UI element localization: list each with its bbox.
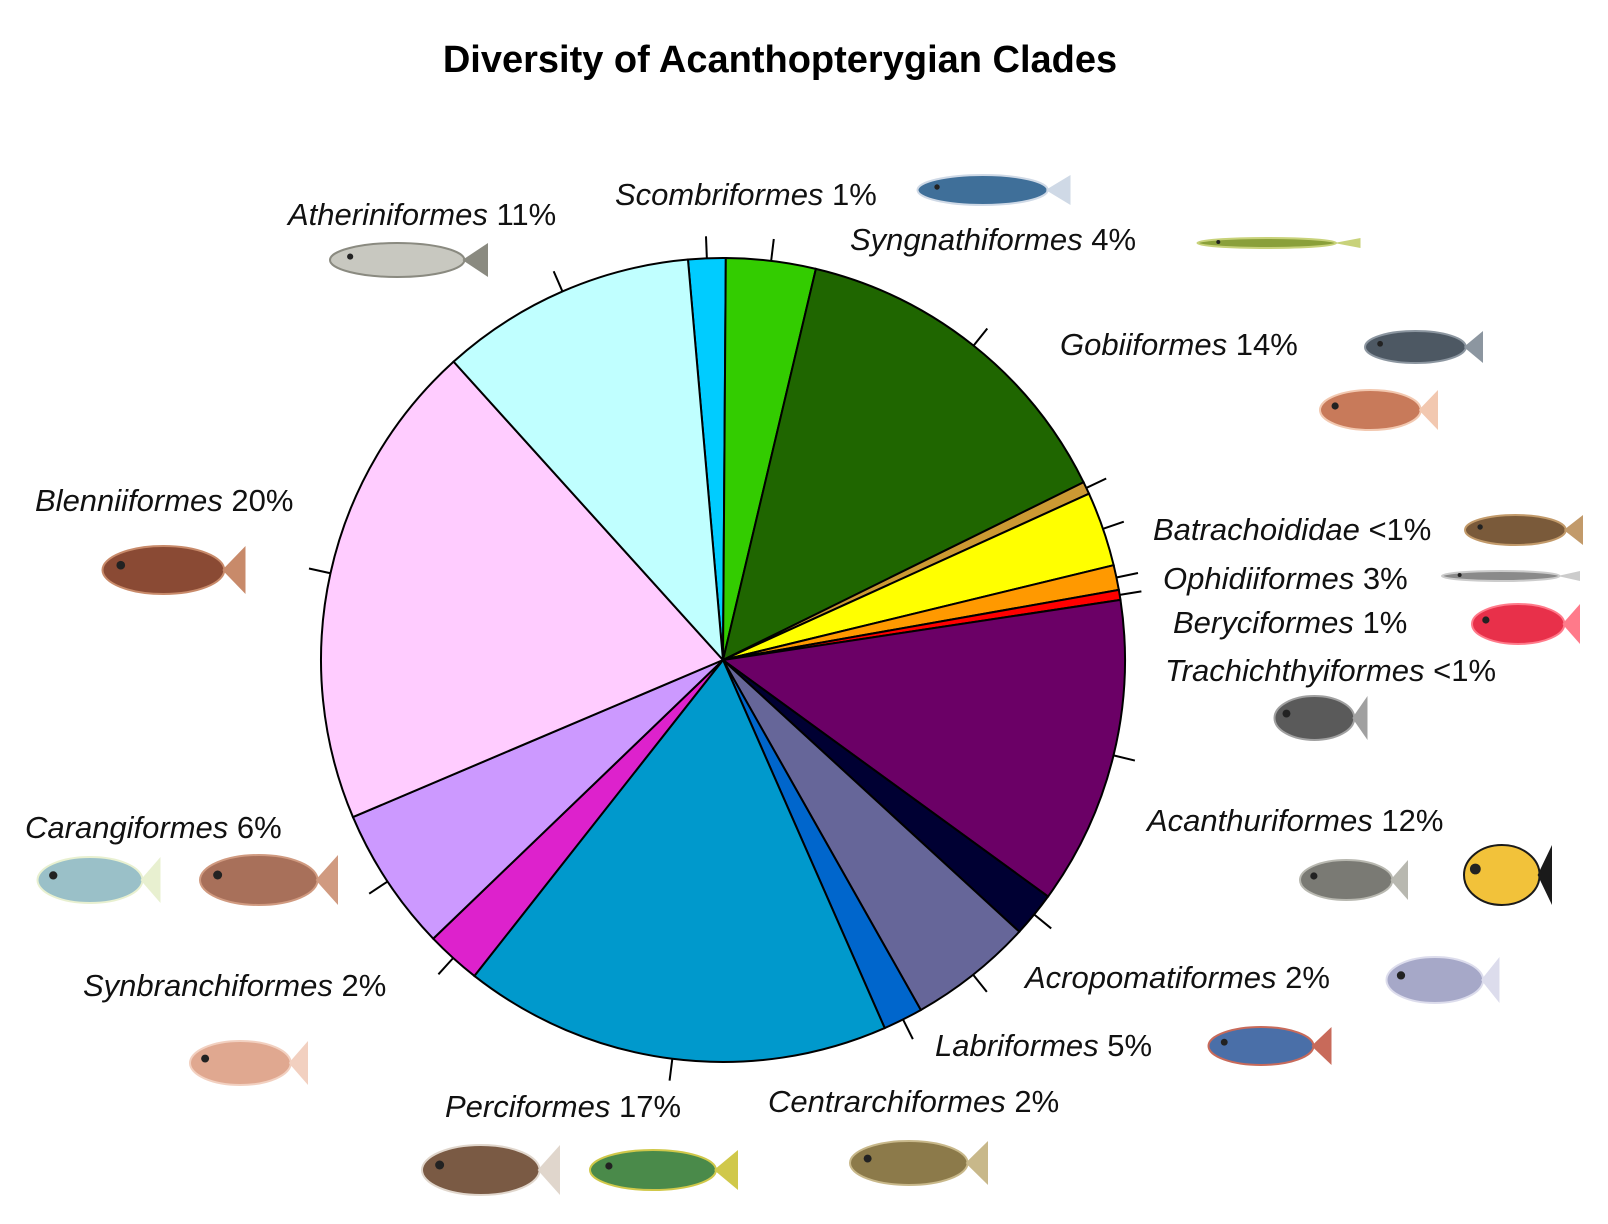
pie-tick-atheriniformes <box>552 270 564 292</box>
cusk-eel-icon <box>1441 570 1580 582</box>
slice-percent: 14% <box>1227 327 1298 362</box>
slice-percent: 2% <box>333 968 386 1003</box>
slice-name: Perciformes <box>445 1089 610 1124</box>
darter-fish-icon <box>589 1149 738 1191</box>
slice-name: Blenniiformes <box>35 483 223 518</box>
blenny-fish-icon <box>101 545 246 595</box>
slice-label-batrachoididae: Batrachoididae <1% <box>1153 512 1431 547</box>
pie-tick-blenniiformes <box>308 567 331 575</box>
slice-percent: 12% <box>1373 803 1444 838</box>
silverside-fish-icon <box>329 242 488 278</box>
slice-label-acanthuriformes: Acanthuriformes 12% <box>1145 803 1443 838</box>
pie-tick-scombriformes <box>704 236 708 259</box>
bass-fish-icon <box>849 1140 988 1186</box>
pie-tick-perciformes <box>668 1058 674 1081</box>
pie-tick-acanthuriformes <box>1113 754 1136 762</box>
fish-illustrations <box>36 174 1583 1196</box>
slice-percent: 2% <box>1277 960 1330 995</box>
slice-percent: 5% <box>1099 1028 1152 1063</box>
pie-slice-acanthuriformes <box>720 598 1126 898</box>
jack-fish-icon <box>36 856 161 904</box>
pie-tick-syngnathiformes <box>770 238 775 262</box>
slice-name: Syngnathiformes <box>850 222 1083 257</box>
slice-percent: 2% <box>1006 1084 1059 1119</box>
chart-title: Diversity of Acanthopterygian Clades <box>443 39 1117 81</box>
pie-tick-acropomatiformes <box>1033 913 1052 930</box>
slice-percent: 3% <box>1354 561 1407 596</box>
pie-tick-gobiiformes <box>972 327 989 347</box>
slice-percent: <1% <box>1360 512 1432 547</box>
toadfish-icon <box>1464 514 1583 546</box>
slice-label-atheriniformes: Atheriniformes 11% <box>286 197 556 232</box>
flatfish-icon <box>198 854 338 906</box>
wrasse-fish-icon <box>1207 1026 1332 1066</box>
slice-label-syngnathiformes: Syngnathiformes 4% <box>850 222 1136 257</box>
slice-label-ophidiiformes: Ophidiiformes 3% <box>1163 561 1408 596</box>
pie-tick-carangiformes <box>368 880 389 895</box>
squirrelfish-icon <box>1471 603 1580 645</box>
slice-name: Atheriniformes <box>286 197 488 232</box>
slice-percent: 1% <box>1354 605 1407 640</box>
slice-percent: <1% <box>1425 653 1497 688</box>
slice-name: Synbranchiformes <box>83 968 333 1003</box>
mackerel-fish-icon <box>916 174 1071 206</box>
slice-label-gobiiformes: Gobiiformes 14% <box>1060 327 1298 362</box>
pie-tick-synbranchiformes <box>437 957 454 975</box>
slice-label-perciformes: Perciformes 17% <box>445 1089 681 1124</box>
slice-label-trachichthyiformes: Trachichthyiformes <1% <box>1165 653 1496 688</box>
pie-slice-carangiformes <box>351 659 724 941</box>
pipefish-icon <box>1196 237 1361 249</box>
slice-percent: 1% <box>823 177 876 212</box>
pie-tick-ophidiiformes <box>1102 520 1125 530</box>
slice-name: Acropomatiformes <box>1023 960 1277 995</box>
slice-label-acropomatiformes: Acropomatiformes 2% <box>1023 960 1330 995</box>
pie-slice-perciformes <box>472 658 887 1063</box>
slice-percent: 6% <box>228 810 281 845</box>
butterflyfish-icon <box>1463 844 1552 906</box>
slice-label-centrarchiformes: Centrarchiformes 2% <box>768 1084 1059 1119</box>
slice-percent: 11% <box>488 197 556 232</box>
slice-label-synbranchiformes: Synbranchiformes 2% <box>83 968 386 1003</box>
slice-name: Trachichthyiformes <box>1165 653 1425 688</box>
pufferfish-icon <box>1299 859 1408 901</box>
pie-tick-trachichthyiformes <box>1119 590 1142 596</box>
slice-labels: Scombriformes 1% Syngnathiformes 4% Gobiif… <box>25 177 1496 1124</box>
slice-label-blenniiformes: Blenniiformes 20% <box>35 483 293 518</box>
pie-slice-gobiiformes <box>721 267 1085 662</box>
pie-ticks <box>308 236 1142 1081</box>
slice-label-carangiformes: Carangiformes 6% <box>25 810 282 845</box>
slimehead-fish-icon <box>1273 695 1368 741</box>
pie-tick-batrachoididae <box>1085 477 1107 489</box>
perch-fish-icon <box>421 1144 560 1196</box>
slice-name: Acanthuriformes <box>1145 803 1373 838</box>
slice-name: Ophidiiformes <box>1163 561 1354 596</box>
slice-label-scombriformes: Scombriformes 1% <box>615 177 877 212</box>
goby-fish-icon <box>1364 330 1483 364</box>
slice-name: Centrarchiformes <box>768 1084 1006 1119</box>
pie-tick-centrarchiformes <box>902 1019 914 1040</box>
cardinalfish-icon <box>1319 389 1438 431</box>
slice-name: Batrachoididae <box>1153 512 1360 547</box>
pie-tick-labriformes <box>972 974 988 993</box>
slice-name: Gobiiformes <box>1060 327 1227 362</box>
slice-label-labriformes: Labriformes 5% <box>935 1028 1152 1063</box>
spiny-eel-icon <box>189 1040 308 1086</box>
slice-percent: 4% <box>1083 222 1136 257</box>
slice-percent: 20% <box>223 483 294 518</box>
slice-name: Scombriformes <box>615 177 823 212</box>
pie-slice-blenniiformes <box>320 360 725 819</box>
pie-slices <box>320 257 1126 1063</box>
slice-name: Carangiformes <box>25 810 228 845</box>
pie-tick-beryciformes <box>1116 572 1139 579</box>
lanternbelly-fish-icon <box>1385 956 1500 1004</box>
slice-label-beryciformes: Beryciformes 1% <box>1173 605 1407 640</box>
slice-name: Labriformes <box>935 1028 1099 1063</box>
slice-name: Beryciformes <box>1173 605 1354 640</box>
slice-percent: 17% <box>610 1089 681 1124</box>
